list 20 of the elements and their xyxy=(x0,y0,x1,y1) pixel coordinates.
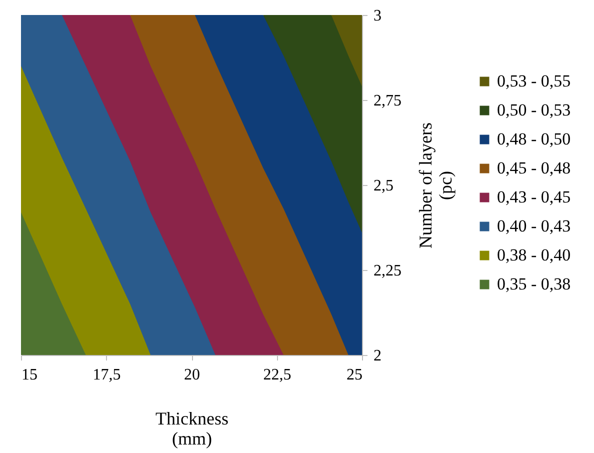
legend-label: 0,38 - 0,40 xyxy=(497,246,571,264)
x-tick-label: 25 xyxy=(346,366,362,384)
legend-label: 0,43 - 0,45 xyxy=(497,188,571,206)
x-axis-title: Thickness (mm) xyxy=(156,408,228,448)
legend-label: 0,35 - 0,38 xyxy=(497,274,571,294)
y-tick-label: 2 xyxy=(374,348,382,364)
y-tick-label: 2,25 xyxy=(374,262,402,280)
y-axis-title: Number of layers (pc) xyxy=(416,122,456,248)
legend-label: 0,48 - 0,50 xyxy=(497,130,571,148)
x-tick-label: 17,5 xyxy=(92,366,121,384)
legend-label: 0,40 - 0,43 xyxy=(497,216,571,236)
y-tick-label: 2,75 xyxy=(374,92,402,110)
y-tick-label: 3 xyxy=(374,8,382,24)
legend-label: 0,53 - 0,55 xyxy=(497,72,571,90)
x-tick-label: 20 xyxy=(184,366,200,384)
x-tick-label: 22,5 xyxy=(263,366,292,384)
legend-label: 0,50 - 0,53 xyxy=(497,100,571,120)
x-tick-label: 15 xyxy=(22,366,38,384)
legend-label: 0,45 - 0,48 xyxy=(497,158,571,178)
y-tick-label: 2,5 xyxy=(374,178,394,194)
